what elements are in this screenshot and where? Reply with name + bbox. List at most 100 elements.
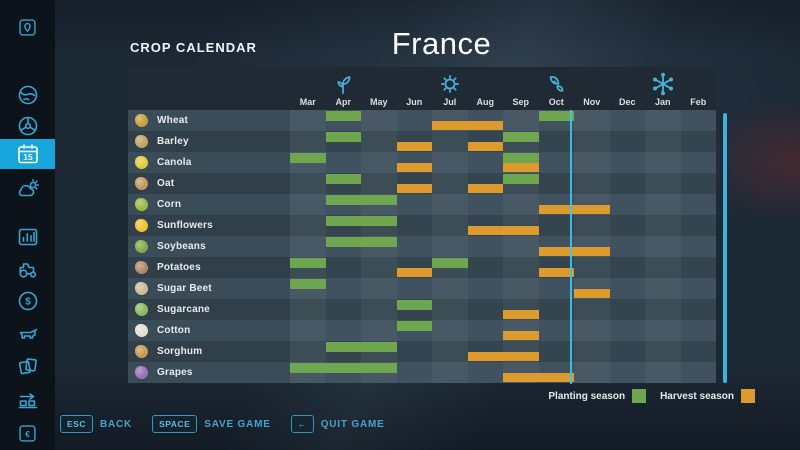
calendar-cell [680, 299, 716, 320]
harvest-bar [467, 226, 539, 235]
crop-name: Oat [157, 178, 175, 189]
finances-icon: $ [18, 291, 37, 311]
planting-bar [503, 153, 539, 163]
crop-name-cell: Potatoes [128, 257, 290, 278]
crop-name: Sunflowers [157, 220, 213, 231]
sidebar-item-animals[interactable] [0, 317, 55, 347]
globe-icon [18, 85, 37, 105]
calendar-cell [325, 257, 361, 278]
calendar-cell [609, 341, 645, 362]
planting-bar [325, 195, 397, 205]
month-label-dec: Dec [618, 97, 636, 107]
sidebar: 15 $ € [0, 0, 55, 450]
calendar-cell [290, 131, 326, 152]
grapes-icon [135, 366, 148, 379]
calendar-cell [361, 152, 397, 173]
sidebar-item-statistics[interactable] [0, 222, 55, 252]
sidebar-item-calendar[interactable]: 15 [0, 139, 55, 169]
crop-name-cell: Canola [128, 152, 290, 173]
calendar-cell [396, 110, 432, 131]
sidebar-item-weather[interactable] [0, 174, 55, 204]
calendar-cell [680, 173, 716, 194]
sidebar-item-contracts[interactable] [0, 351, 55, 381]
calendar-cell [574, 152, 610, 173]
calendar-cell [290, 320, 326, 341]
calendar-cell [538, 215, 574, 236]
crop-name: Barley [157, 136, 189, 147]
save-game-button[interactable]: SPACE SAVE GAME [152, 415, 271, 433]
weather-icon [18, 179, 39, 197]
calendar-cell [503, 278, 539, 299]
crop-row: Cotton [128, 320, 716, 341]
sidebar-item-map-pin[interactable] [0, 12, 55, 42]
legend-swatch [632, 389, 647, 403]
calendar-cell [503, 236, 539, 257]
planting-bar [432, 258, 468, 268]
sidebar-item-steering-wheel[interactable] [0, 111, 55, 141]
planting-bar [503, 174, 539, 184]
crop-name: Soybeans [157, 241, 206, 252]
month-label-mar: Mar [299, 97, 316, 107]
crop-row: Sugar Beet [128, 278, 716, 299]
crop-calendar-table: Wheat Barley Canola Oat Corn Sunflowers Soybea… [128, 110, 716, 383]
month-label-oct: Oct [548, 97, 564, 107]
calendar-cell [361, 299, 397, 320]
crop-name: Wheat [157, 115, 188, 126]
potato-icon [135, 261, 148, 274]
month-label-aug: Aug [476, 97, 495, 107]
calendar-cell [467, 152, 503, 173]
corn-icon [135, 198, 148, 211]
button-label: SAVE GAME [204, 418, 271, 430]
calendar-cell [538, 278, 574, 299]
calendar-cell [609, 152, 645, 173]
calendar-cell [538, 152, 574, 173]
calendar-cell [432, 173, 468, 194]
quit-game-button[interactable]: ← QUIT GAME [290, 415, 385, 433]
calendar-cell [467, 362, 503, 383]
calendar-cell [609, 110, 645, 131]
sorghum-icon [135, 345, 148, 358]
crop-name-cell: Wheat [128, 110, 290, 131]
calendar-cell [361, 320, 397, 341]
month-label-sep: Sep [512, 97, 529, 107]
calendar-cell [361, 110, 397, 131]
sugar-beet-icon [135, 282, 148, 295]
scrollbar-thumb[interactable] [722, 113, 727, 383]
calendar-cell [680, 131, 716, 152]
calendar-cell [645, 215, 681, 236]
crop-name-cell: Cotton [128, 320, 290, 341]
calendar-cell [361, 257, 397, 278]
calendar-cell [609, 173, 645, 194]
calendar-cell [645, 152, 681, 173]
crop-name: Potatoes [157, 262, 201, 273]
production-icon [18, 393, 37, 409]
calendar-cell [680, 341, 716, 362]
calendar-cell [325, 299, 361, 320]
sidebar-item-currency[interactable]: € [0, 418, 55, 448]
harvest-bar [538, 268, 574, 277]
legend-label: Planting season [548, 390, 626, 402]
sunflower-icon [135, 219, 148, 232]
month-label-apr: Apr [335, 97, 352, 107]
calendar-cell [574, 362, 610, 383]
sidebar-item-production[interactable] [0, 384, 55, 414]
sidebar-item-finances[interactable]: $ [0, 286, 55, 316]
sidebar-item-globe[interactable] [0, 80, 55, 110]
calendar-cell [432, 341, 468, 362]
back-button[interactable]: ESC BACK [60, 415, 132, 433]
tractor-icon [18, 263, 36, 278]
calendar-cell [680, 278, 716, 299]
calendar-cell [432, 194, 468, 215]
crop-timeline [290, 194, 716, 215]
crop-row: Potatoes [128, 257, 716, 278]
planting-bar [396, 321, 432, 331]
sidebar-item-tractor[interactable] [0, 254, 55, 284]
page-title: France [391, 26, 492, 61]
calendar-cell [609, 194, 645, 215]
calendar-cell [609, 215, 645, 236]
footer-hints: ESC BACK SPACE SAVE GAME ← QUIT GAME [60, 415, 385, 433]
calendar-cell [574, 299, 610, 320]
calendar-cell [432, 299, 468, 320]
crop-timeline [290, 320, 716, 341]
calendar-cell [467, 320, 503, 341]
